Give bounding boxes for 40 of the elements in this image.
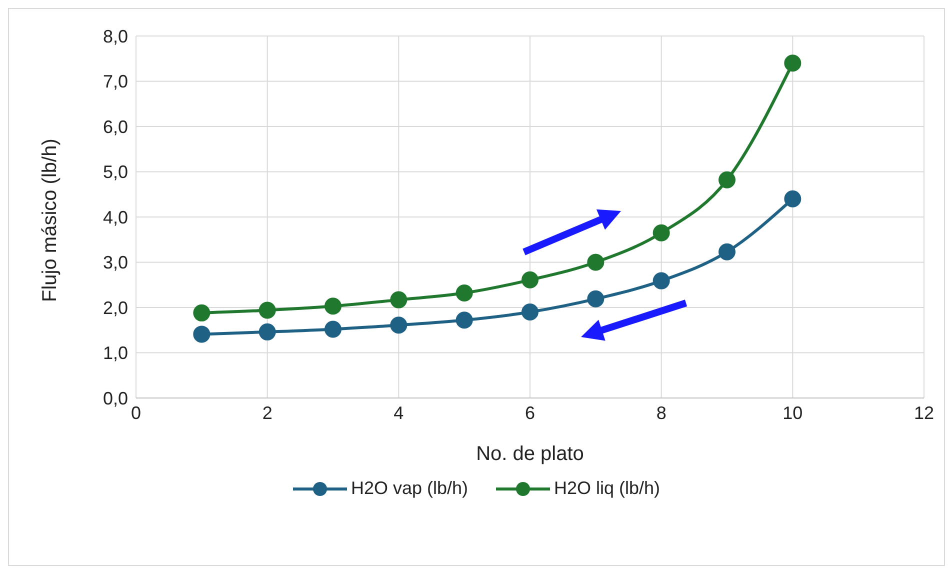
x-tick-label: 2 xyxy=(262,402,272,423)
point xyxy=(258,323,276,340)
y-tick-label: 5,0 xyxy=(102,162,128,182)
x-tick-label: 10 xyxy=(782,402,803,423)
point xyxy=(784,190,802,208)
point xyxy=(390,291,408,308)
point xyxy=(718,243,736,260)
y-tick-label: 3,0 xyxy=(102,252,128,273)
y-tick-label: 7,0 xyxy=(102,72,128,92)
x-tick-label: 12 xyxy=(914,402,934,423)
y-tick-label: 6,0 xyxy=(102,116,128,137)
legend-label: H2O vap (lb/h) xyxy=(350,478,468,499)
y-tick-label: 8,0 xyxy=(102,26,128,46)
point xyxy=(587,290,604,308)
point xyxy=(587,254,604,271)
point xyxy=(324,320,342,338)
point xyxy=(390,316,408,334)
y-tick-label: 2,0 xyxy=(102,298,128,318)
x-tick-label: 6 xyxy=(524,402,536,423)
x-axis-title: No. de plato xyxy=(476,443,584,465)
y-tick-label: 0,0 xyxy=(102,388,128,408)
x-tick-label: 4 xyxy=(394,402,404,423)
point xyxy=(456,312,473,329)
y-tick-label: 1,0 xyxy=(102,343,128,364)
x-tick-label: 8 xyxy=(656,402,666,423)
point xyxy=(456,284,473,302)
legend-label: H2O liq (lb/h) xyxy=(554,478,660,499)
point xyxy=(652,272,670,290)
point xyxy=(324,298,342,315)
point xyxy=(522,271,538,288)
y-axis-title: Flujo másico (lb/h) xyxy=(39,138,62,302)
point xyxy=(652,224,670,242)
x-tick-label: 0 xyxy=(130,402,142,423)
point xyxy=(718,171,736,188)
y-tick-label: 4,0 xyxy=(102,207,128,228)
point xyxy=(193,304,210,322)
point xyxy=(784,54,802,72)
point xyxy=(193,326,210,343)
point xyxy=(522,304,538,321)
point xyxy=(258,302,276,319)
